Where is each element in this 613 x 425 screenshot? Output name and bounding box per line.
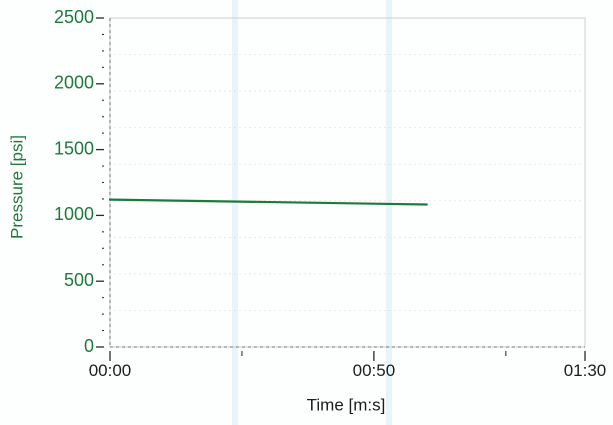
chart-background — [114, 0, 581, 425]
plot-area-frame — [109, 17, 586, 348]
y-tick-label: 1000 — [54, 204, 94, 224]
axis-tick-layer: 0 500 1000 1500 2000 2500 00:00 00:50 01:30 — [54, 7, 606, 380]
y-tick-label: 1500 — [54, 138, 94, 158]
plot-frame-layer — [109, 17, 586, 348]
y-axis-title: Pressure [psi] — [7, 135, 26, 239]
y-tick-label: 2500 — [54, 7, 94, 27]
series-layer — [108, 198, 428, 206]
y-tick-label: 2000 — [54, 73, 94, 93]
paper-band — [232, 0, 238, 425]
pressure-series-line — [108, 198, 428, 206]
x-tick-label: 00:50 — [353, 361, 396, 380]
x-axis-title: Time [m:s] — [307, 395, 386, 414]
axis-label-layer: Time [m:s] Pressure [psi] — [7, 135, 385, 414]
x-tick-label: 01:30 — [564, 361, 607, 380]
y-tick-label: 500 — [64, 270, 94, 290]
paper-band — [386, 0, 392, 425]
y-tick-label: 0 — [84, 336, 94, 356]
x-tick-label: 00:00 — [89, 361, 132, 380]
